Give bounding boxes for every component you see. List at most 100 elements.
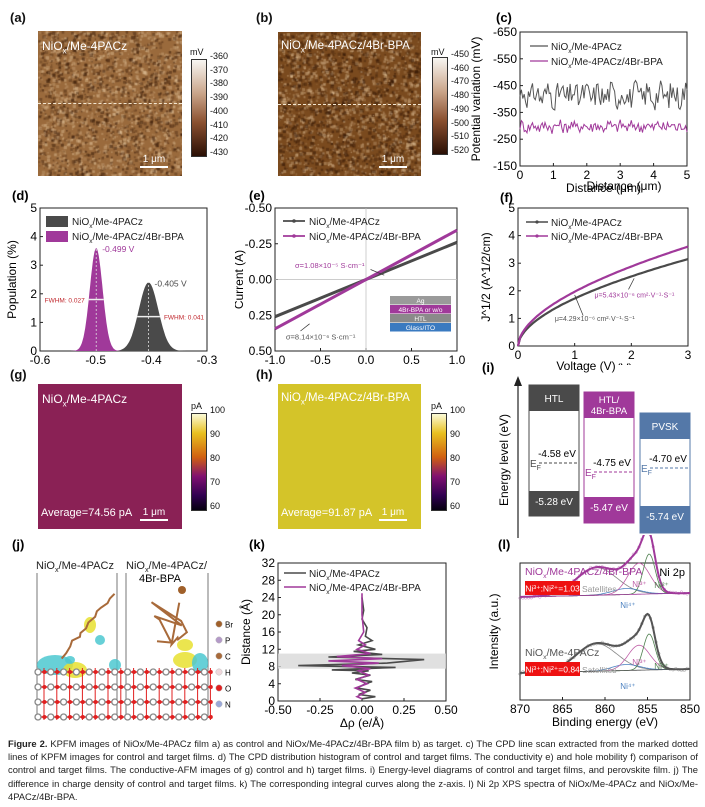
average-current: Average=74.56 pA <box>41 507 133 519</box>
sample-label: NiOx/Me-4PACz <box>525 647 599 661</box>
x-tick-label: 0 <box>517 168 524 182</box>
data-point <box>518 672 522 676</box>
data-point <box>677 668 681 672</box>
peak-label-ni2: Ni²⁺ <box>654 662 668 671</box>
x-axis-label: Binding energy (eV) <box>552 715 658 729</box>
x-tick-label: 860 <box>595 702 615 716</box>
legend-atom-label: N <box>225 701 231 710</box>
data-point <box>614 644 618 648</box>
data-point <box>677 591 681 595</box>
y-tick-label: 3 <box>30 258 37 272</box>
x-tick-label: -0.3 <box>197 353 218 365</box>
data-point <box>648 535 652 537</box>
legend-marker <box>535 220 539 224</box>
work-function-label: -4.58 eV <box>538 449 576 460</box>
ni-atom <box>59 683 68 691</box>
y-axis-label: Current (A) <box>235 250 246 309</box>
inset-layer <box>390 323 451 332</box>
scale-bar: 1 μm <box>140 154 168 168</box>
panel-label-g: (g) <box>10 367 27 382</box>
chart-c: 0 1 2 3 4 5 -150 -250 -350 -450 -550 -650 Distance (… <box>470 10 691 195</box>
data-point <box>679 668 683 672</box>
x-tick-label: -0.4 <box>141 353 162 365</box>
spectrum-title: Ni 2p <box>659 567 685 579</box>
colorbar-tick: 90 <box>450 429 461 439</box>
series-line-2 <box>274 228 458 331</box>
data-point <box>609 644 613 648</box>
data-point <box>611 567 615 571</box>
colorbar-tick: 90 <box>210 429 221 439</box>
colorbar-unit: mV <box>431 47 445 57</box>
data-point <box>631 552 635 556</box>
ni-atom <box>34 683 42 691</box>
block-title: HTL <box>545 394 564 405</box>
legend-atom-H <box>215 668 223 676</box>
legend-label: NiOx/Me-4PACz/4Br-BPA <box>309 583 421 596</box>
ratio-label: Ni³⁺:Ni²⁺=1.03 <box>525 584 580 594</box>
valence-band <box>529 491 579 516</box>
work-function-label: -4.70 eV <box>649 454 687 465</box>
scale-bar-label: 1 μm <box>142 154 166 165</box>
x-tick-label: 4 <box>650 168 657 182</box>
data-point <box>654 640 658 644</box>
x-tick-label: 3 <box>685 348 692 362</box>
inset-layer-label: Ag <box>417 298 425 305</box>
colorbar-tick: 70 <box>210 477 221 487</box>
scale-bar-label: 1 μm <box>381 507 405 518</box>
data-point <box>634 632 638 636</box>
data-point <box>583 570 587 574</box>
y-tick-label: 0.25 <box>249 308 273 322</box>
colorbar-tick: -420 <box>210 133 229 144</box>
data-point <box>637 628 641 632</box>
data-point <box>634 550 638 554</box>
data-point <box>575 652 579 656</box>
annotation-arrow <box>628 278 635 290</box>
colorbar-tick: 100 <box>450 405 466 415</box>
peak-label-satellites: Satellites <box>582 665 617 675</box>
structure-title-target: NiOx/Me-4PACz/ <box>126 560 208 574</box>
scale-bar: 1 μm <box>379 154 407 168</box>
ni-atom <box>200 668 209 676</box>
data-point <box>660 661 664 665</box>
colorbar-tick: -360 <box>210 51 229 61</box>
valence-band-label: -5.47 eV <box>590 503 628 514</box>
y-tick-label: 8 <box>268 660 275 674</box>
colorbar-unit: pA <box>191 401 203 411</box>
legend-label: NiOx/Me-4PACz <box>309 217 380 230</box>
ni-atom <box>187 698 196 706</box>
ni-atom <box>162 713 170 721</box>
charge-density-lobe <box>95 635 105 645</box>
chart-d: -0.6-0.5-0.4-0.3012345ΔCPD (V)Population… <box>5 188 218 365</box>
data-point <box>617 643 621 647</box>
colorbar-tick: -450 <box>451 49 470 59</box>
fermi-level-label: EF <box>641 464 652 477</box>
x-tick-label: 5 <box>684 168 691 182</box>
y-tick-label: 3 <box>508 256 515 270</box>
series-line-2 <box>516 245 689 347</box>
colorbar-tick: 60 <box>210 501 221 511</box>
ni-atom <box>72 683 81 691</box>
y-tick-label: -350 <box>493 105 517 119</box>
legend-label: NiOx/Me-4PACz <box>309 569 380 582</box>
ni-atom <box>149 683 157 691</box>
colorbar-g <box>191 413 207 511</box>
scale-bar-label: 1 μm <box>381 154 405 165</box>
ni-atom <box>162 683 170 691</box>
y-tick-label: -550 <box>493 52 517 66</box>
annotation-arrow <box>574 294 584 316</box>
peak-label-ni3: Ni³⁺ <box>632 658 646 667</box>
x-tick-label: -0.6 <box>30 353 51 365</box>
mobility-annotation: μ=5.43×10⁻⁶ cm²·V⁻¹·S⁻¹ <box>595 293 676 300</box>
x-tick-label: -0.5 <box>85 353 106 365</box>
ni-atom <box>149 668 157 676</box>
annotation-arrow <box>370 269 385 276</box>
x-tick-label: 1.0 <box>449 353 466 365</box>
data-point <box>620 642 624 646</box>
data-point <box>603 642 607 646</box>
colorbar-tick: 60 <box>450 501 461 511</box>
data-point <box>682 668 686 672</box>
y-tick-label: 0.50 <box>249 344 273 358</box>
ni-atom <box>34 668 42 676</box>
chart-k: -0.50 -0.25 0.00 0.25 0.50 0 4 8 12 16 20 24 28 32 Δρ … <box>238 537 458 730</box>
panel-label: (e) <box>249 188 265 203</box>
